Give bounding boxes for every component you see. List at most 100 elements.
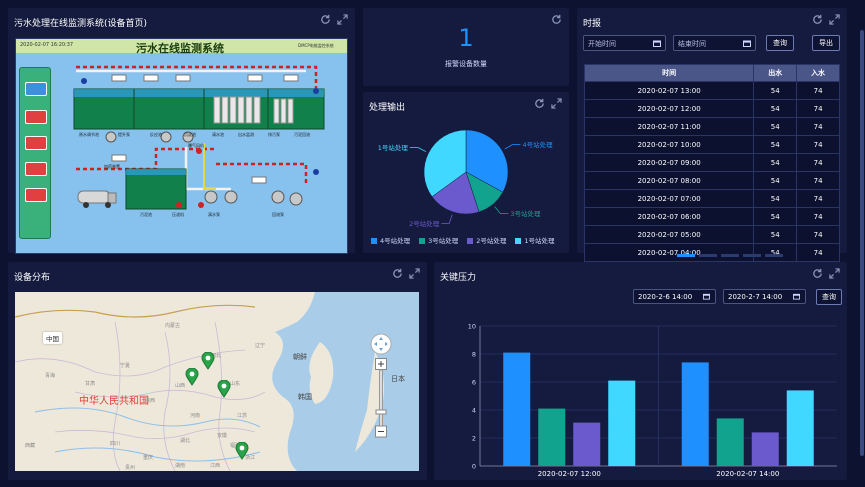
pressure-start-input[interactable]: 2020-2-6 14:00 (633, 289, 716, 304)
map-label-chaoxian: 朝鲜 (293, 353, 307, 361)
device-marker-icon[interactable] (201, 352, 215, 370)
col-time[interactable]: 时间 (583, 64, 755, 82)
bar[interactable] (608, 380, 636, 466)
table-row[interactable]: 2020-02-07 07:00 54 74 (583, 189, 840, 208)
bar[interactable] (573, 422, 601, 466)
bar[interactable] (538, 408, 566, 466)
scada-menu-button-1[interactable] (25, 82, 47, 96)
pager-page-4[interactable] (743, 254, 761, 257)
cell-in: 74 (796, 207, 840, 226)
scada-menu-button-2[interactable] (25, 110, 47, 124)
map-country-tag[interactable]: 中国 (43, 332, 62, 344)
refresh-icon[interactable] (812, 14, 823, 25)
refresh-icon[interactable] (320, 14, 331, 25)
fullscreen-icon[interactable] (829, 14, 840, 25)
scada-label-e: 清水池 (212, 132, 224, 137)
end-time-input[interactable]: 结束时间 (673, 35, 756, 51)
table-row[interactable]: 2020-02-07 08:00 54 74 (583, 171, 840, 190)
table-row[interactable]: 2020-02-07 13:00 54 74 (583, 81, 840, 100)
start-time-placeholder: 开始时间 (588, 40, 616, 48)
pie-slice[interactable] (431, 171, 480, 215)
pressure-panel-title: 关键压力 (440, 273, 477, 283)
fullscreen-icon[interactable] (409, 268, 420, 279)
pressure-bar-chart[interactable]: 0 2 4 6 8 10 2020-02-07 12:00 2020-02-07 14:00 (434, 310, 847, 480)
refresh-icon[interactable] (392, 268, 403, 279)
report-table: 时间 出水 入水 2020-02-07 13:00 54 74 2020-02-07 … (583, 64, 840, 262)
legend-label: 1号站处理 (524, 237, 555, 245)
fullscreen-icon[interactable] (829, 268, 840, 279)
map-label-chongqing: 重庆 (143, 455, 154, 461)
map-label-jiangxi: 江西 (210, 463, 221, 469)
pager-page-3[interactable] (721, 254, 739, 257)
pie-legend-item[interactable]: 2号站处理 (467, 235, 506, 245)
cell-in: 74 (796, 99, 840, 118)
scada-menu-button-3[interactable] (25, 136, 47, 150)
cell-in: 74 (796, 117, 840, 136)
table-row[interactable]: 2020-02-07 04:00 54 74 (583, 243, 840, 262)
scada-menu-button-4[interactable] (25, 162, 47, 176)
legend-swatch (371, 238, 377, 244)
refresh-icon[interactable] (812, 268, 823, 279)
pie-panel-title: 处理输出 (369, 103, 406, 113)
table-row[interactable]: 2020-02-07 06:00 54 74 (583, 207, 840, 226)
col-out[interactable]: 出水 (753, 64, 798, 82)
map-label-jiangsu: 江苏 (237, 413, 248, 419)
scada-label-i: 曝气风机 (188, 143, 204, 148)
report-export-button[interactable]: 导出 (812, 35, 840, 51)
scada-label-g: 排污泵 (268, 132, 280, 137)
map-pan-control-icon[interactable] (370, 333, 392, 355)
pie-slice[interactable] (423, 129, 467, 198)
pager-page-2[interactable] (699, 254, 717, 257)
pie-label-line (504, 144, 521, 150)
bar[interactable] (503, 352, 531, 466)
refresh-icon[interactable] (551, 14, 562, 25)
pressure-query-button[interactable]: 查询 (816, 289, 842, 305)
device-marker-icon[interactable] (185, 368, 199, 386)
alarm-count-panel: 1 报警设备数量 (363, 8, 569, 86)
map-label-gansu: 甘肃 (85, 381, 96, 387)
scada-menu-button-5[interactable] (25, 188, 47, 202)
scada-label-j: 加药装置 (104, 164, 120, 169)
cell-time: 2020-02-07 04:00 (583, 243, 755, 262)
device-map[interactable]: 中国 中华人民共和国 内蒙古 辽宁 朝鲜 韩国 日本 宁夏 河北 山西 山东 甘… (15, 292, 419, 471)
scada-title: 污水在线监测系统 (136, 42, 224, 55)
page-scrollbar[interactable] (860, 30, 864, 456)
table-row[interactable]: 2020-02-07 10:00 54 74 (583, 135, 840, 154)
pager-page-5[interactable] (765, 254, 783, 257)
scada-label-h: 污泥回流 (294, 132, 310, 137)
device-marker-icon[interactable] (217, 380, 231, 398)
pie-legend-item[interactable]: 4号站处理 (371, 235, 410, 245)
pressure-end-input[interactable]: 2020-2-7 14:00 (723, 289, 806, 304)
table-row[interactable]: 2020-02-07 11:00 54 74 (583, 117, 840, 136)
table-row[interactable]: 2020-02-07 12:00 54 74 (583, 99, 840, 118)
report-query-button[interactable]: 查询 (766, 35, 794, 51)
bar[interactable] (786, 390, 814, 466)
bar[interactable] (681, 362, 709, 466)
map-label-hanguo: 韩国 (298, 393, 312, 401)
refresh-icon[interactable] (534, 98, 545, 109)
pager-page-1[interactable] (677, 254, 695, 257)
fullscreen-icon[interactable] (551, 98, 562, 109)
bar[interactable] (716, 418, 744, 466)
pie-chart[interactable]: 4号站处理 3号站处理 2号站处理 1号站处理 (363, 106, 569, 236)
table-row[interactable]: 2020-02-07 05:00 54 74 (583, 225, 840, 244)
scada-label-c: 反应池 (150, 132, 162, 137)
bar[interactable] (751, 432, 779, 466)
cell-out: 54 (753, 171, 798, 190)
pie-legend-item[interactable]: 3号站处理 (419, 235, 458, 245)
cell-in: 74 (796, 189, 840, 208)
cell-out: 54 (753, 207, 798, 226)
col-in[interactable]: 入水 (796, 64, 840, 82)
map-zoom-slider[interactable] (375, 358, 387, 438)
pie-slice[interactable] (465, 129, 509, 193)
scada-panel-title: 污水处理在线监测系统(设备首页) (14, 19, 148, 29)
table-row[interactable]: 2020-02-07 09:00 54 74 (583, 153, 840, 172)
pie-legend-item[interactable]: 1号站处理 (515, 235, 555, 245)
cell-time: 2020-02-07 10:00 (583, 135, 755, 154)
map-label-hebei: 河北 (211, 353, 222, 359)
map-label-neimenggu: 内蒙古 (165, 323, 181, 329)
start-time-input[interactable]: 开始时间 (583, 35, 666, 51)
device-marker-icon[interactable] (235, 442, 249, 460)
scada-diagram[interactable]: 2020-02-07 16:20:37 污水在线监测系统 DMCP电能监控系统 (15, 38, 348, 254)
fullscreen-icon[interactable] (337, 14, 348, 25)
